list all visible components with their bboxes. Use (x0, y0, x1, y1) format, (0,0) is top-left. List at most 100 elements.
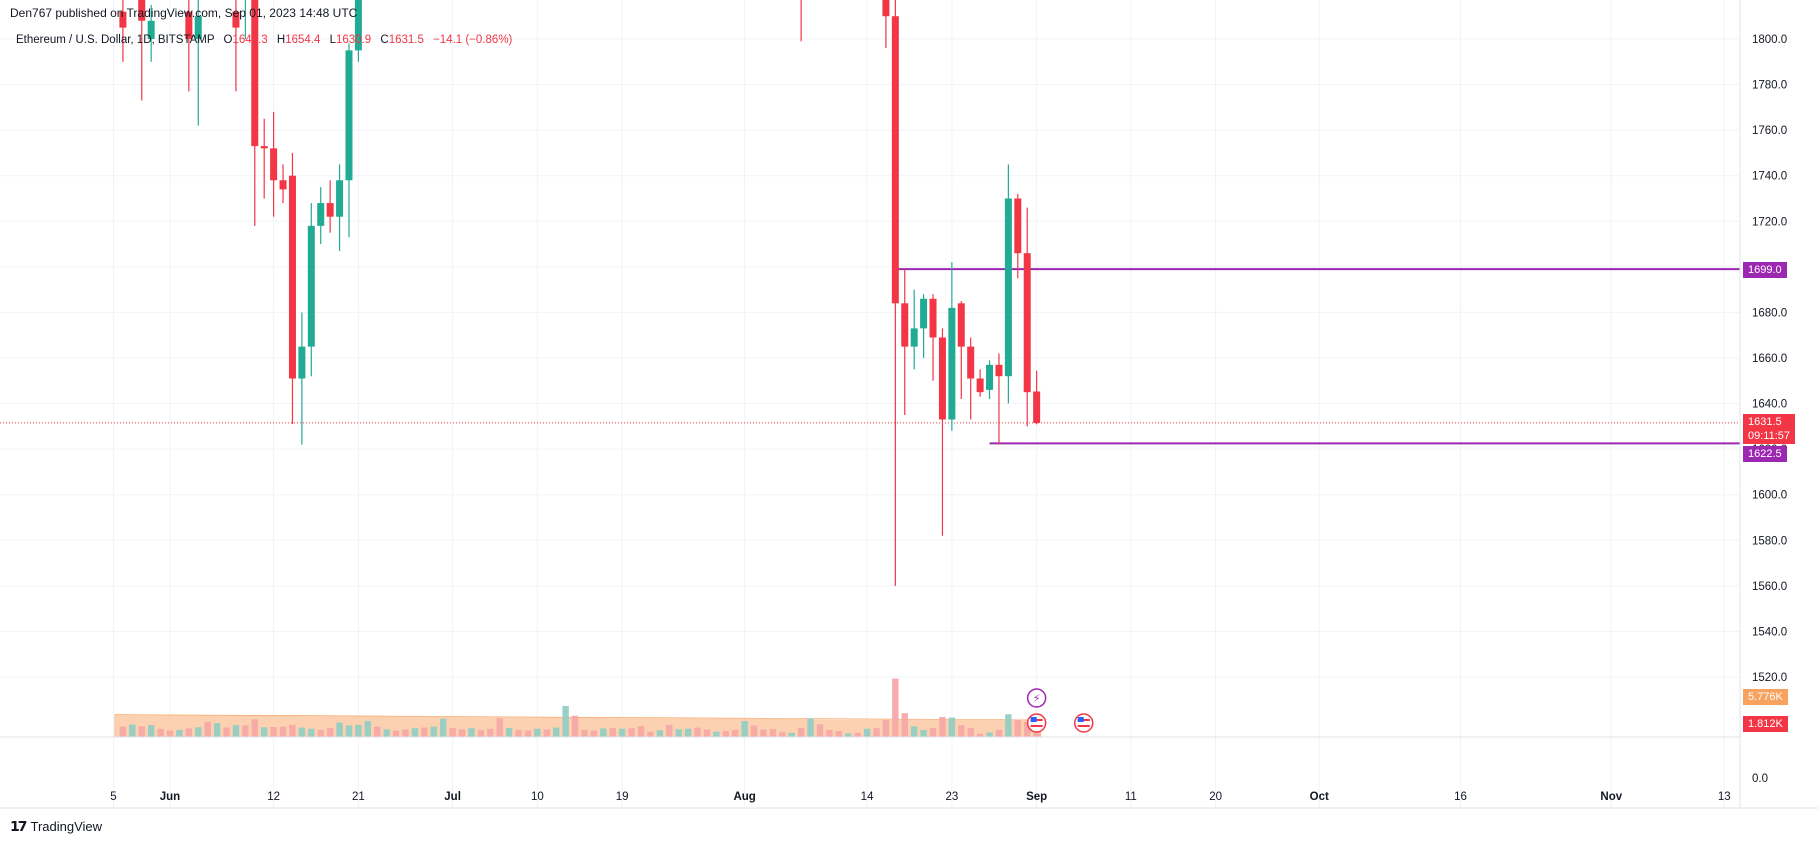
volume-bar (863, 728, 871, 737)
volume-bar (129, 724, 136, 737)
x-tick-label: Sep (1026, 791, 1047, 803)
volume-bar (223, 727, 230, 737)
volume-bar (261, 727, 268, 737)
footer-branding[interactable]: 𝟭𝟳 TradingView (10, 818, 102, 835)
volume-bar (835, 731, 843, 737)
y-tick-label: 1560.0 (1752, 581, 1787, 593)
volume-bar (270, 726, 277, 737)
change-value: −14.1 (−0.86%) (433, 34, 513, 46)
candle-body (317, 203, 325, 226)
volume-bar (854, 732, 861, 737)
volume-bar (213, 723, 221, 737)
volume-bar (807, 718, 814, 737)
horizontal-levels (0, 268, 1740, 445)
y-tick-label: 1540.0 (1752, 626, 1787, 638)
volume-bar (618, 728, 626, 737)
y-tick-label: 1640.0 (1752, 399, 1787, 411)
last-price-value: 1631.5 (1748, 416, 1782, 428)
x-tick-label: 10 (531, 791, 544, 803)
x-tick-label: 12 (267, 791, 280, 803)
volume-bar (449, 728, 456, 737)
candle-body (326, 203, 334, 217)
candle-body (345, 50, 353, 181)
candle-body (891, 16, 899, 304)
lightning-glyph-icon: ⚡ (1033, 692, 1041, 705)
volume-bar (374, 726, 381, 737)
volume-bar (703, 729, 711, 737)
symbol-name[interactable]: Ethereum / U.S. Dollar, 1D, BITSTAMP (16, 34, 215, 46)
volume-bar (571, 715, 579, 737)
volume-bar (204, 721, 211, 737)
volume-bar (176, 729, 183, 737)
y-tick-label: 1760.0 (1752, 125, 1787, 137)
candle-body (194, 16, 202, 39)
volume-bar (628, 728, 635, 737)
candle-body (1023, 253, 1031, 393)
candle-body (307, 225, 315, 347)
volume-bar (534, 728, 541, 737)
high-label: H (276, 34, 286, 46)
volume-bar (750, 725, 758, 737)
close-value: 1631.5 (388, 34, 424, 46)
volume-bar (1033, 731, 1040, 737)
candle-body (986, 364, 994, 390)
volume-tag: 1.812K (1743, 716, 1788, 732)
volume-bar (1014, 719, 1021, 737)
candles (119, 0, 1041, 586)
candle-body (260, 146, 268, 149)
candle-body (995, 364, 1003, 377)
volume-bar (590, 730, 598, 737)
support-price-tag: 1622.5 (1743, 446, 1787, 462)
volume-bar (138, 726, 145, 737)
candle-body (967, 346, 975, 379)
volume-bar (317, 729, 324, 737)
volume-bar (882, 719, 890, 737)
volume-bar (873, 728, 880, 737)
candle-body (957, 303, 965, 347)
x-tick-label: 11 (1125, 791, 1137, 803)
volume-bar (439, 718, 447, 737)
tradingview-logo-icon: 𝟭𝟳 (10, 818, 28, 834)
us-flag-icon (1026, 713, 1047, 733)
low-label: L (329, 34, 336, 46)
volume-bar (788, 732, 795, 737)
volume-bar (600, 728, 607, 737)
x-tick-label: 20 (1209, 791, 1222, 803)
volume-bar (515, 729, 522, 737)
volume-bar (892, 678, 899, 737)
volume-bar (496, 718, 503, 737)
volume-bar (675, 729, 682, 737)
published-by-line: Den767 published on TradingView.com, Sep… (10, 6, 358, 20)
volume-bar (157, 728, 164, 737)
resistance-price-tag: 1699.0 (1743, 262, 1787, 278)
x-tick-label: 5 (110, 791, 116, 803)
y-tick-label: 1520.0 (1752, 672, 1787, 684)
flag-canton (1030, 717, 1037, 722)
candle-body (251, 0, 259, 147)
volume-bar (251, 719, 258, 737)
x-tick-label: 23 (945, 791, 958, 803)
volume-bar (279, 726, 287, 737)
volume-bar (345, 725, 353, 737)
low-value: 1630.9 (336, 34, 372, 46)
bar-countdown: 09:11:57 (1748, 430, 1791, 442)
volume-bar (826, 729, 833, 737)
y-tick-label: 1740.0 (1752, 171, 1787, 183)
volume-bar (722, 731, 729, 737)
volume-bar (797, 727, 805, 737)
volume-bar (666, 724, 673, 737)
y-tick-label: 1720.0 (1752, 216, 1787, 228)
volume-bar (637, 726, 645, 737)
volume-bar (694, 727, 701, 737)
flag-canton (1077, 717, 1084, 722)
volume-bar (647, 731, 654, 737)
candle-body (910, 328, 918, 347)
volume-bar (543, 729, 550, 737)
volume-pane (114, 678, 1041, 738)
volume-bar (232, 725, 240, 737)
volume-bar (779, 732, 786, 737)
close-label: C (380, 34, 389, 46)
volume-bar (986, 732, 993, 737)
x-tick-label: 14 (861, 791, 874, 803)
